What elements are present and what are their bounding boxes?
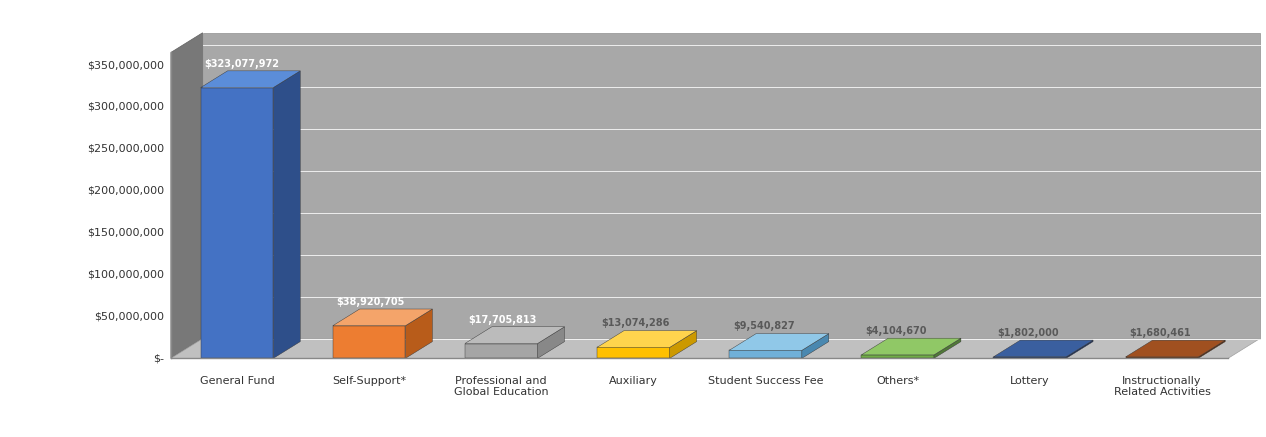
Text: $300,000,000: $300,000,000: [87, 102, 165, 112]
Text: Student Success Fee: Student Success Fee: [708, 376, 823, 386]
Polygon shape: [405, 309, 433, 358]
Text: $13,074,286: $13,074,286: [601, 319, 670, 329]
Polygon shape: [598, 331, 696, 347]
Text: $38,920,705: $38,920,705: [337, 297, 405, 307]
Text: $350,000,000: $350,000,000: [87, 60, 165, 70]
Text: $4,104,670: $4,104,670: [865, 326, 927, 336]
Text: $9,540,827: $9,540,827: [733, 322, 795, 331]
Polygon shape: [598, 347, 670, 358]
Polygon shape: [729, 333, 829, 350]
Text: $-: $-: [153, 354, 165, 363]
Text: Lottery: Lottery: [1010, 376, 1050, 386]
Polygon shape: [994, 340, 1093, 357]
Polygon shape: [200, 71, 300, 87]
Polygon shape: [729, 350, 801, 358]
Polygon shape: [994, 357, 1066, 358]
Text: $150,000,000: $150,000,000: [87, 228, 165, 238]
Text: Auxiliary: Auxiliary: [609, 376, 658, 386]
Polygon shape: [465, 343, 538, 358]
Text: $1,680,461: $1,680,461: [1129, 328, 1191, 338]
Polygon shape: [861, 355, 934, 358]
Polygon shape: [1125, 357, 1199, 358]
Polygon shape: [670, 331, 696, 358]
Text: $1,802,000: $1,802,000: [998, 328, 1058, 338]
Text: $100,000,000: $100,000,000: [87, 270, 165, 280]
Polygon shape: [200, 87, 273, 358]
Polygon shape: [273, 71, 300, 358]
Text: $200,000,000: $200,000,000: [87, 186, 165, 196]
Polygon shape: [171, 339, 1260, 358]
Polygon shape: [861, 338, 961, 355]
Text: General Fund: General Fund: [200, 376, 275, 386]
Text: Self-Support*: Self-Support*: [332, 376, 406, 386]
Polygon shape: [1066, 340, 1093, 358]
Text: Others*: Others*: [876, 376, 919, 386]
Text: $17,705,813: $17,705,813: [468, 315, 537, 325]
Polygon shape: [1125, 340, 1225, 357]
Polygon shape: [333, 309, 433, 326]
Text: Professional and
Global Education: Professional and Global Education: [454, 376, 548, 397]
Polygon shape: [465, 327, 565, 343]
Polygon shape: [538, 327, 565, 358]
Text: $50,000,000: $50,000,000: [95, 312, 165, 322]
Polygon shape: [203, 33, 1260, 339]
Text: $250,000,000: $250,000,000: [87, 144, 165, 154]
Polygon shape: [171, 33, 203, 358]
Text: Instructionally
Related Activities: Instructionally Related Activities: [1114, 376, 1210, 397]
Polygon shape: [1199, 340, 1225, 358]
Text: $323,077,972: $323,077,972: [204, 59, 280, 69]
Polygon shape: [934, 338, 961, 358]
Polygon shape: [801, 333, 829, 358]
Polygon shape: [333, 326, 405, 358]
